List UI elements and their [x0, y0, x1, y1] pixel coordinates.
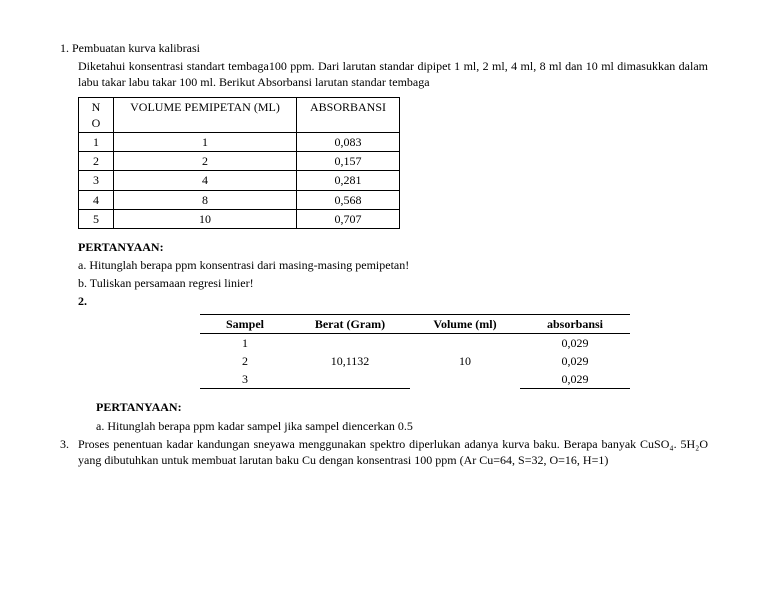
q1-desc: Diketahui konsentrasi standart tembaga10…: [78, 58, 708, 90]
q2-subquestions: a. Hitunglah berapa ppm kadar sampel jik…: [96, 418, 708, 434]
q1-col-no: NO: [79, 97, 114, 132]
q1-pertanyaan-label: PERTANYAAN:: [78, 239, 708, 255]
q1-table: NO VOLUME PEMIPETAN (ML) ABSORBANSI 1 1 …: [78, 97, 708, 229]
table-row: 3 4 0,281: [79, 171, 400, 190]
q3: 3. Proses penentuan kadar kandungan sney…: [60, 436, 708, 468]
table-row: 4 8 0,568: [79, 190, 400, 209]
q2-col-sampel: Sampel: [200, 314, 290, 333]
q2-col-berat: Berat (Gram): [290, 314, 410, 333]
q2-col-volume: Volume (ml): [410, 314, 520, 333]
q1-subquestions: a. Hitunglah berapa ppm konsentrasi dari…: [78, 257, 708, 291]
q3-number: 3.: [60, 436, 78, 468]
q3-text: Proses penentuan kadar kandungan sneyawa…: [78, 436, 708, 468]
q2-heading: 2.: [78, 293, 708, 309]
q1-heading: 1. Pembuatan kurva kalibrasi: [60, 40, 708, 56]
q1-a: a. Hitunglah berapa ppm konsentrasi dari…: [78, 257, 708, 273]
q1-col-abs: ABSORBANSI: [297, 97, 400, 132]
q2-table: Sampel Berat (Gram) Volume (ml) absorban…: [200, 314, 708, 390]
table-row: 5 10 0,707: [79, 209, 400, 228]
q2-volume-merged: 10: [410, 333, 520, 389]
table-row: 2 2 0,157: [79, 152, 400, 171]
q2-a: a. Hitunglah berapa ppm kadar sampel jik…: [96, 418, 708, 434]
q1-title: Pembuatan kurva kalibrasi: [72, 41, 200, 55]
table-row: 1 10 0,029: [200, 333, 630, 352]
q1-b: b. Tuliskan persamaan regresi linier!: [78, 275, 708, 291]
table-row: 1 1 0,083: [79, 132, 400, 151]
q2-number: 2.: [78, 294, 87, 308]
q2-pertanyaan-label: PERTANYAAN:: [96, 399, 708, 415]
q1-col-vol: VOLUME PEMIPETAN (ML): [114, 97, 297, 132]
q2-col-abs: absorbansi: [520, 314, 630, 333]
q1-number: 1.: [60, 41, 69, 55]
